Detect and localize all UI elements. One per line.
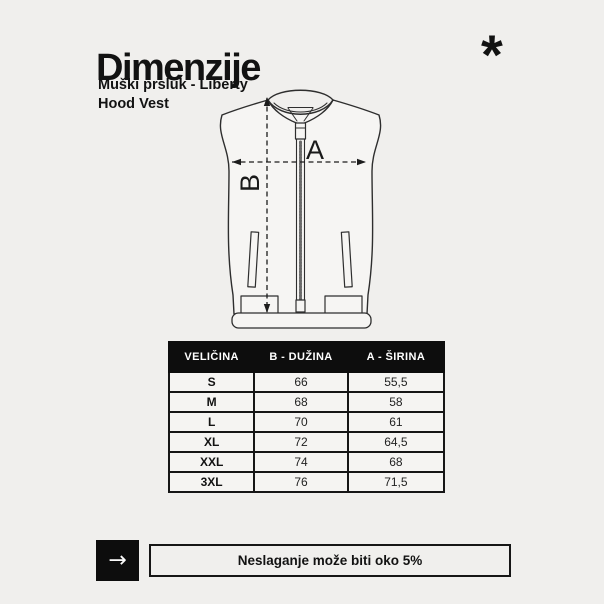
product-subtitle: Muški prsluk - Liberty Hood Vest — [98, 76, 248, 114]
width-cell: 71,5 — [346, 471, 446, 493]
width-label: A — [306, 135, 324, 165]
length-cell: 76 — [253, 471, 349, 493]
size-cell: S — [167, 371, 256, 393]
table-row: XXL 74 68 — [167, 451, 446, 473]
table-row: M 68 58 — [167, 391, 446, 413]
hem-panel-right — [324, 295, 363, 315]
zipper-bottom-stop — [295, 299, 306, 313]
width-cell: 58 — [346, 391, 446, 413]
length-cell: 72 — [253, 431, 349, 453]
width-cell: 55,5 — [346, 371, 446, 393]
table-row: L 70 61 — [167, 411, 446, 433]
pocket-welt-right — [340, 231, 353, 288]
length-cell: 68 — [253, 391, 349, 413]
page-title: Dimenzije — [96, 47, 261, 90]
column-header-b-duzina: B - DUŽINA — [253, 341, 349, 373]
arrowhead-up — [263, 97, 271, 106]
tolerance-note-text: Neslaganje može biti oko 5% — [237, 553, 423, 568]
arrowhead-right — [357, 158, 366, 166]
arrowhead-down — [263, 304, 271, 313]
width-dimension — [232, 158, 366, 166]
size-table-header-row: VELIČINA B - DUŽINA A - ŠIRINA — [167, 341, 446, 373]
vest-diagram: A B — [190, 84, 415, 336]
length-cell: 66 — [253, 371, 349, 393]
vest-collar-right — [303, 99, 334, 124]
column-header-velicina: VELIČINA — [167, 341, 256, 373]
asterisk-icon: * — [481, 23, 503, 86]
size-table: VELIČINA B - DUŽINA A - ŠIRINA S 66 55,5… — [167, 341, 446, 493]
length-dimension — [263, 97, 271, 313]
vest-collar-left — [267, 99, 298, 124]
width-cell: 61 — [346, 411, 446, 433]
vest-collar-seam — [287, 107, 314, 122]
arrowhead-left — [232, 158, 241, 166]
width-cell: 68 — [346, 451, 446, 473]
size-cell: XXL — [167, 451, 256, 473]
size-cell: XL — [167, 431, 256, 453]
length-cell: 70 — [253, 411, 349, 433]
subtitle-line-2: Hood Vest — [98, 95, 169, 112]
size-cell: L — [167, 411, 256, 433]
size-cell: 3XL — [167, 471, 256, 493]
subtitle-line-1: Muški prsluk - Liberty — [98, 77, 248, 93]
hem-band — [231, 312, 372, 329]
size-table-body: S 66 55,5 M 68 58 L 70 61 XL 72 64,5 XXL… — [167, 371, 446, 493]
width-cell: 64,5 — [346, 431, 446, 453]
length-cell: 74 — [253, 451, 349, 473]
hem-panel-left — [240, 295, 279, 315]
next-arrow-button[interactable]: → — [96, 540, 139, 581]
tolerance-note-box: Neslaganje može biti oko 5% — [149, 544, 511, 577]
zipper-slider — [294, 122, 307, 140]
column-header-a-sirina: A - ŠIRINA — [346, 341, 446, 373]
vest-collar-outer — [267, 89, 334, 101]
length-label: B — [235, 174, 265, 192]
vest-collar-inner — [273, 102, 328, 113]
size-cell: M — [167, 391, 256, 413]
table-row: S 66 55,5 — [167, 371, 446, 393]
table-row: XL 72 64,5 — [167, 431, 446, 453]
pocket-welt-left — [247, 231, 260, 288]
arrow-right-icon: → — [108, 547, 127, 573]
vest-illustration: A B — [219, 89, 382, 329]
table-row: 3XL 76 71,5 — [167, 471, 446, 493]
